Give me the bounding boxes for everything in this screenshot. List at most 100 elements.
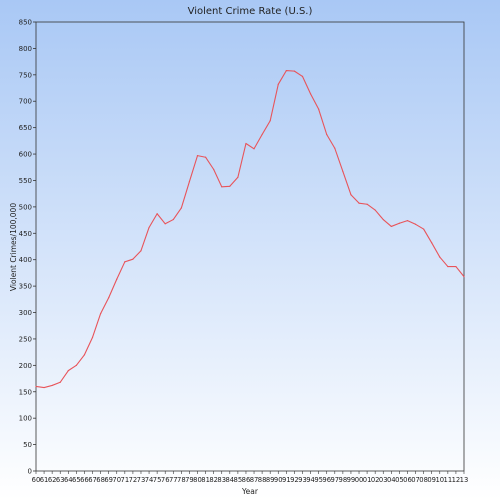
y-tick-label: 150 <box>19 388 32 396</box>
data-point <box>277 83 279 85</box>
x-tick-label: 72 <box>129 476 138 484</box>
x-tick-label: 03 <box>379 476 388 484</box>
x-tick-label: 98 <box>339 476 348 484</box>
data-point <box>237 176 239 178</box>
y-tick-label: 500 <box>19 203 32 211</box>
x-tick-label: 80 <box>193 476 202 484</box>
data-point <box>116 278 118 280</box>
x-tick-label: 06 <box>403 476 412 484</box>
y-axis-label: Violent Crimes/100,000 <box>9 203 18 291</box>
data-point <box>108 297 110 299</box>
data-point <box>204 156 207 158</box>
data-point <box>180 207 182 209</box>
y-tick-label: 750 <box>19 71 32 79</box>
y-tick-label: 700 <box>19 98 32 106</box>
y-tick-label: 550 <box>19 177 32 185</box>
x-tick-label: 68 <box>96 476 105 484</box>
x-tick-label: 04 <box>387 476 396 484</box>
x-tick-label: 08 <box>419 476 428 484</box>
x-tick-label: 79 <box>185 476 194 484</box>
data-point <box>83 354 86 356</box>
x-tick-label: 96 <box>322 476 331 484</box>
data-point <box>414 223 417 225</box>
data-point <box>229 185 231 187</box>
data-point <box>132 258 134 260</box>
data-point <box>309 93 312 95</box>
x-tick-label: 91 <box>282 476 291 484</box>
data-point <box>245 142 247 145</box>
data-point <box>75 364 77 366</box>
data-point <box>156 213 158 215</box>
x-tick-label: 62 <box>48 476 57 484</box>
data-point <box>390 225 392 228</box>
data-point <box>334 147 336 149</box>
x-axis-label: Year <box>241 487 259 496</box>
x-tick-label: 82 <box>209 476 218 484</box>
x-tick-label: 75 <box>153 476 162 484</box>
x-tick-label: 07 <box>411 476 420 484</box>
x-tick-label: 10 <box>435 476 444 484</box>
data-point <box>455 265 457 268</box>
series-line <box>35 70 465 389</box>
x-tick-label: 66 <box>80 476 89 484</box>
data-point <box>43 386 45 389</box>
x-tick-label: 99 <box>347 476 356 484</box>
y-tick-label: 300 <box>19 309 32 317</box>
y-tick-label: 50 <box>23 441 32 449</box>
x-tick-label: 00 <box>355 476 364 484</box>
data-point <box>406 220 409 222</box>
y-tick-label: 600 <box>19 151 32 159</box>
data-point <box>431 242 433 244</box>
x-tick-label: 02 <box>371 476 380 484</box>
y-tick-label: 450 <box>19 230 32 238</box>
y-tick-label: 250 <box>19 335 32 343</box>
data-point <box>342 170 344 173</box>
y-tick-label: 850 <box>19 19 32 27</box>
data-point <box>326 133 328 136</box>
y-tick-label: 800 <box>19 45 32 53</box>
x-tick-label: 95 <box>314 476 323 484</box>
x-tick-label: 90 <box>274 476 283 484</box>
x-tick-label: 83 <box>217 476 226 484</box>
data-point <box>285 69 287 72</box>
y-tick-label: 650 <box>19 124 32 132</box>
plot-frame <box>35 21 465 472</box>
x-tick-label: 88 <box>258 476 267 484</box>
data-point <box>35 385 37 388</box>
x-tick-label: 05 <box>395 476 404 484</box>
y-tick-label: 350 <box>19 283 32 291</box>
x-tick-label: 71 <box>121 476 130 484</box>
x-tick-label: 87 <box>250 476 259 484</box>
data-point <box>439 256 441 258</box>
x-tick-label: 01 <box>363 476 372 484</box>
x-tick-label: 74 <box>145 476 154 484</box>
data-point <box>269 120 271 122</box>
data-point <box>398 222 400 224</box>
data-point <box>51 384 53 387</box>
x-tick-label: 69 <box>104 476 113 484</box>
x-tick-label: 85 <box>234 476 243 484</box>
x-tick-label: 12 <box>452 476 461 484</box>
data-point <box>350 194 352 196</box>
x-tick-label: 76 <box>161 476 170 484</box>
x-tick-label: 94 <box>306 476 315 484</box>
data-point <box>196 155 199 157</box>
data-point <box>213 168 215 170</box>
data-point <box>253 148 255 150</box>
data-point <box>221 186 223 188</box>
data-point <box>382 218 384 221</box>
data-point <box>59 381 61 383</box>
data-point <box>366 203 368 205</box>
x-tick-label: 93 <box>298 476 307 484</box>
y-tick-label: 0 <box>28 468 32 476</box>
x-tick-label: 84 <box>225 476 234 484</box>
data-point <box>100 312 102 315</box>
y-tick-label: 200 <box>19 362 32 370</box>
x-tick-label: 65 <box>72 476 81 484</box>
data-point <box>140 250 142 252</box>
data-point <box>358 202 360 204</box>
x-tick-label: 09 <box>427 476 436 484</box>
x-tick-label: 61 <box>40 476 49 484</box>
x-tick-label: 11 <box>444 476 453 484</box>
